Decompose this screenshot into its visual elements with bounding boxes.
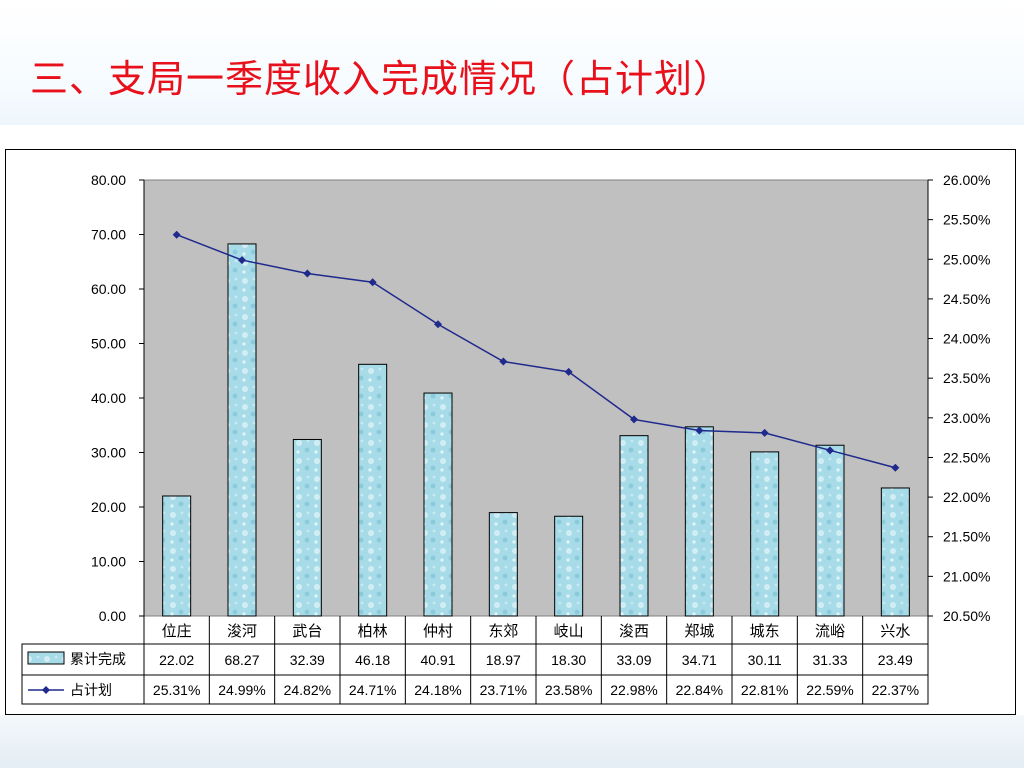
bar-value-label: 31.33 bbox=[812, 652, 847, 668]
line-value-label: 25.31% bbox=[153, 682, 200, 698]
slide-title: 三、支局一季度收入完成情况（占计划） bbox=[30, 57, 733, 101]
bar bbox=[554, 515, 584, 617]
bar-value-label: 18.30 bbox=[551, 652, 586, 668]
line-point bbox=[564, 367, 573, 376]
line-point bbox=[238, 256, 246, 265]
y-left-tick-label: 80.00 bbox=[91, 172, 126, 188]
line-value-label: 22.81% bbox=[741, 682, 788, 698]
category-label: 郑城 bbox=[684, 623, 714, 640]
bar bbox=[815, 444, 845, 617]
line-point bbox=[891, 463, 900, 472]
legend-key-bar bbox=[27, 651, 65, 665]
plot-area bbox=[143, 179, 929, 617]
bar-value-label: 68.27 bbox=[224, 652, 259, 668]
bar-value-label: 22.02 bbox=[159, 652, 194, 668]
y-right-tick-label: 24.50% bbox=[943, 291, 990, 307]
y-left-tick-label: 40.00 bbox=[91, 390, 126, 406]
line-value-label: 23.71% bbox=[480, 682, 527, 698]
category-label: 仲村 bbox=[423, 623, 453, 640]
line-value-label: 24.82% bbox=[284, 682, 331, 698]
y-right-tick-label: 21.50% bbox=[943, 529, 990, 545]
line-value-label: 24.71% bbox=[349, 682, 396, 698]
category-label: 兴水 bbox=[880, 623, 910, 640]
bar-value-label: 18.97 bbox=[486, 652, 521, 668]
bar bbox=[880, 487, 910, 617]
line-point bbox=[695, 426, 704, 435]
y-right-tick-label: 20.50% bbox=[943, 608, 990, 624]
legend-label-bar: 累计完成 bbox=[70, 651, 126, 667]
y-left-tick-label: 10.00 bbox=[91, 554, 126, 570]
line-point bbox=[434, 320, 442, 329]
y-left-tick-label: 70.00 bbox=[91, 227, 126, 243]
legend-key-line-marker bbox=[42, 686, 50, 694]
y-right-tick-label: 22.50% bbox=[943, 449, 990, 465]
bar-value-label: 32.39 bbox=[290, 652, 325, 668]
bar-value-label: 33.09 bbox=[616, 652, 651, 668]
line-value-label: 22.37% bbox=[872, 682, 919, 698]
legend-label-line: 占计划 bbox=[70, 682, 112, 698]
line-value-label: 22.98% bbox=[610, 682, 657, 698]
category-label: 武台 bbox=[292, 623, 322, 640]
combo-chart: 0.00 10.00 20.00 30.00 40.00 50.00 60.00 70.00 8… bbox=[21, 172, 990, 705]
bar-value-label: 34.71 bbox=[682, 652, 717, 668]
bar bbox=[750, 451, 780, 617]
y-right-tick-label: 25.50% bbox=[943, 212, 990, 228]
category-label: 东郊 bbox=[488, 623, 518, 640]
category-label: 柏林 bbox=[358, 623, 388, 640]
line-point bbox=[826, 446, 834, 455]
bar bbox=[684, 426, 714, 617]
bar-value-label: 46.18 bbox=[355, 652, 390, 668]
y-left-tick-label: 50.00 bbox=[91, 336, 126, 352]
category-label: 位庄 bbox=[162, 622, 192, 640]
line-value-label: 24.18% bbox=[414, 682, 461, 698]
bar bbox=[423, 392, 453, 617]
bar-value-label: 30.11 bbox=[748, 652, 782, 668]
line-value-label: 24.99% bbox=[218, 682, 265, 698]
y-right-tick-label: 22.00% bbox=[943, 489, 990, 505]
y-right-tick-label: 23.50% bbox=[943, 370, 990, 386]
bar-value-label: 23.49 bbox=[878, 652, 913, 668]
y-left-tick-label: 0.00 bbox=[99, 608, 126, 624]
line-point bbox=[499, 357, 508, 366]
category-label: 浚河 bbox=[227, 623, 257, 640]
line-point bbox=[760, 428, 769, 437]
line-value-label: 22.59% bbox=[806, 682, 853, 698]
bar bbox=[227, 243, 257, 617]
bar bbox=[619, 435, 649, 617]
line-point bbox=[368, 278, 377, 287]
category-label: 流峪 bbox=[815, 623, 845, 640]
line-point bbox=[630, 415, 638, 424]
line-series bbox=[176, 233, 896, 469]
category-label: 岐山 bbox=[554, 623, 584, 640]
bar bbox=[292, 438, 322, 617]
y-left-tick-label: 60.00 bbox=[91, 281, 126, 297]
y-right-tick-label: 26.00% bbox=[943, 172, 990, 188]
line-point bbox=[172, 230, 181, 239]
y-right-tick-label: 24.00% bbox=[943, 331, 990, 347]
bar bbox=[488, 512, 518, 617]
y-right-tick-label: 25.00% bbox=[943, 251, 990, 267]
bar bbox=[162, 495, 192, 617]
category-label: 城东 bbox=[750, 623, 780, 640]
y-right-tick-label: 23.00% bbox=[943, 410, 990, 426]
line-value-label: 22.84% bbox=[676, 682, 723, 698]
slide-header-background bbox=[0, 0, 1024, 125]
slide-footer-background bbox=[0, 715, 1024, 768]
category-label: 浚西 bbox=[619, 623, 649, 640]
line-point bbox=[303, 269, 312, 278]
y-right-tick-label: 21.00% bbox=[943, 568, 990, 584]
line-value-label: 23.58% bbox=[545, 682, 592, 698]
y-left-tick-label: 30.00 bbox=[91, 445, 126, 461]
chart-frame: 0.00 10.00 20.00 30.00 40.00 50.00 60.00 70.00 8… bbox=[5, 149, 1016, 715]
bar bbox=[358, 363, 388, 617]
bar-value-label: 40.91 bbox=[420, 652, 455, 668]
y-left-tick-label: 20.00 bbox=[91, 499, 126, 515]
